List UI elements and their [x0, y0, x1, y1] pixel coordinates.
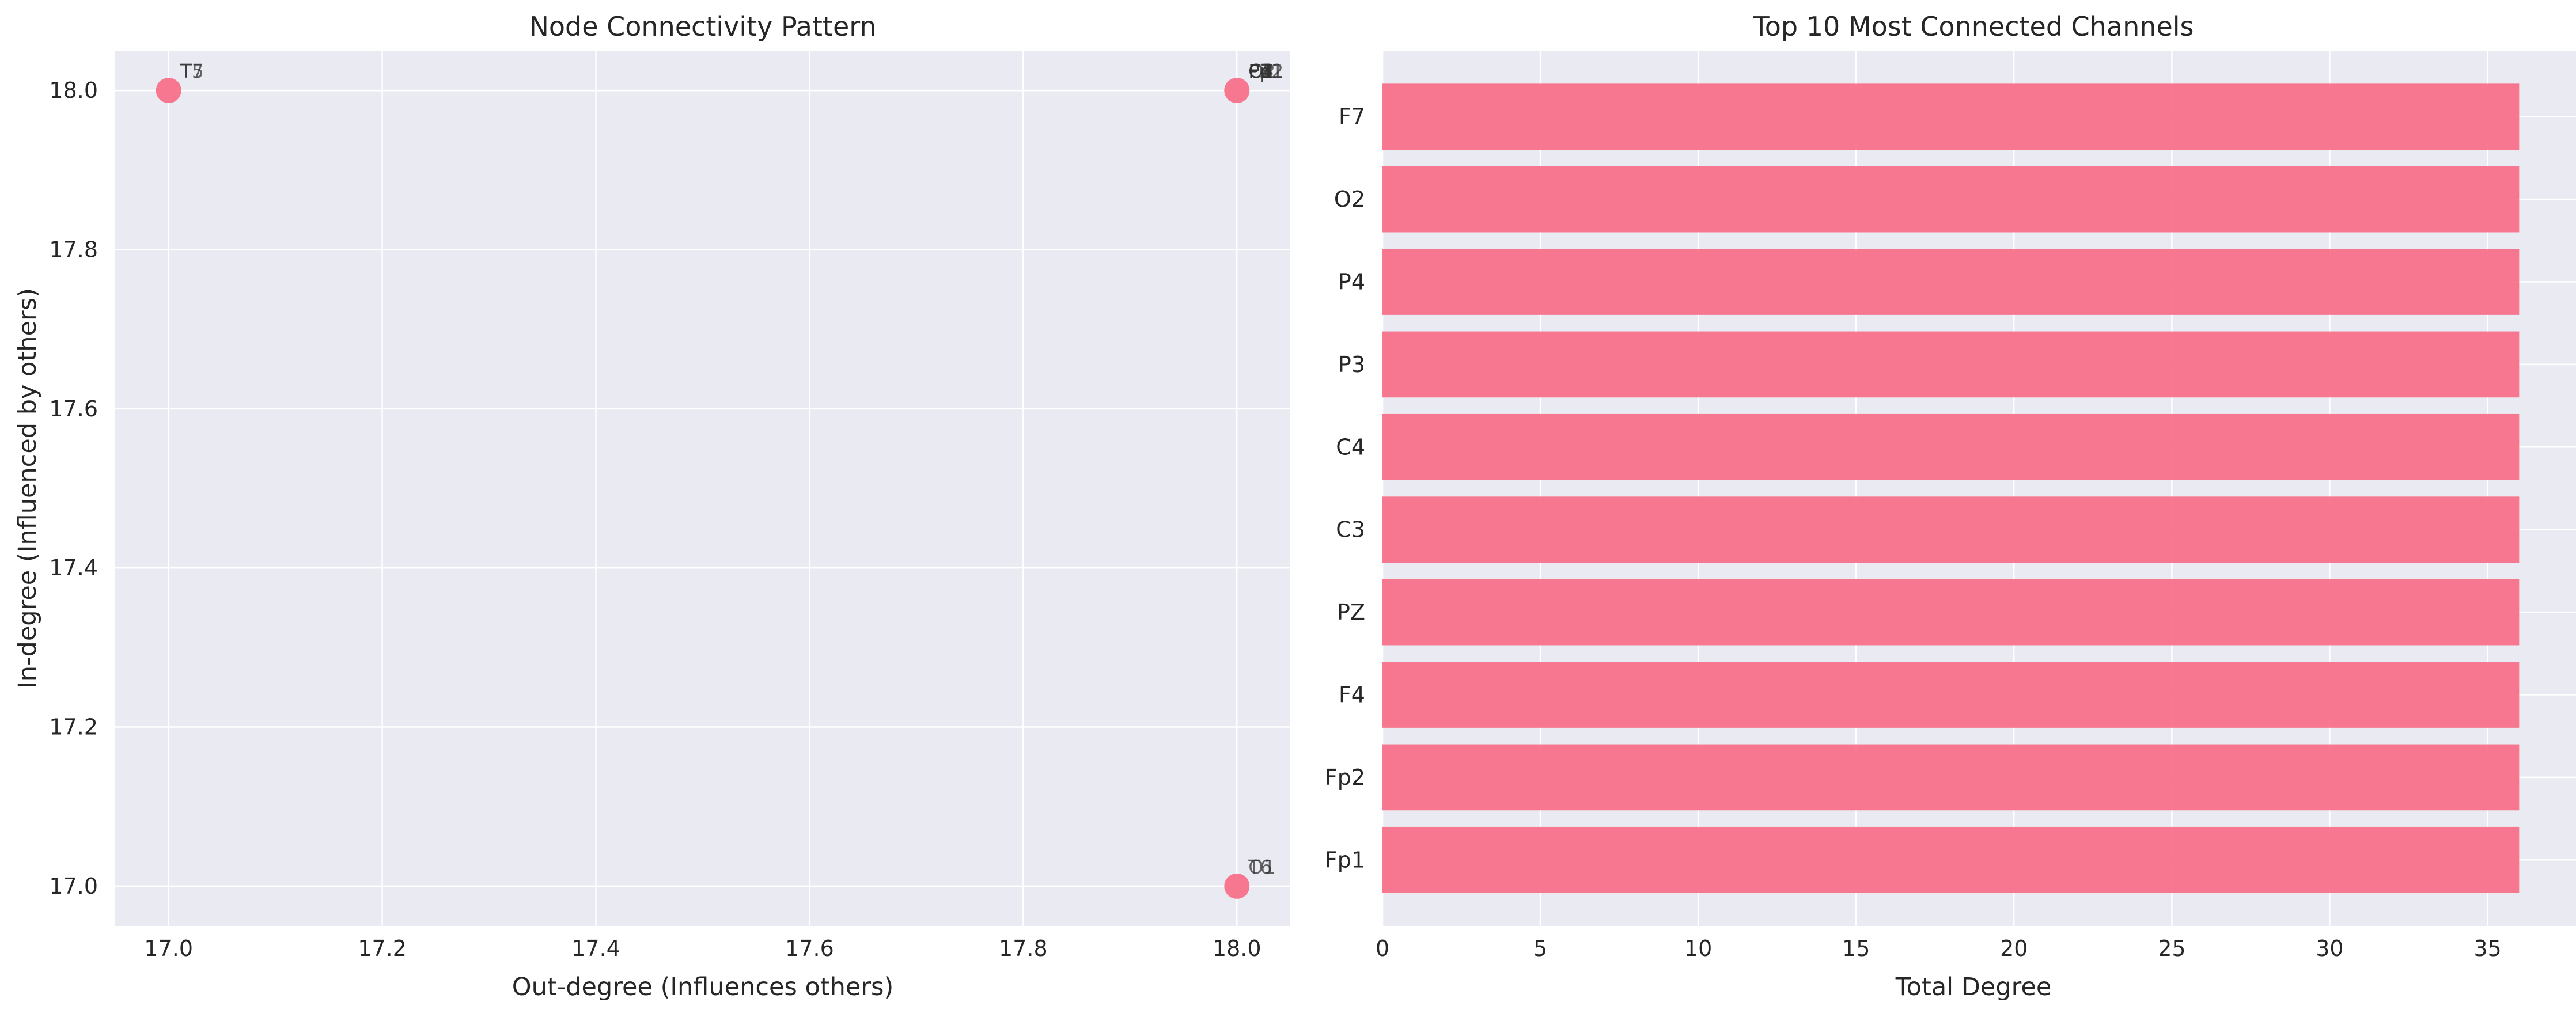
scatter-point-label: C4: [1248, 60, 1274, 82]
bar-category-label: Fp2: [1325, 765, 1365, 790]
bar-o2: [1382, 166, 2520, 233]
bar-fp2: [1382, 744, 2520, 811]
scatter-x-tick-label: 17.4: [571, 936, 620, 961]
scatter-point: [1224, 78, 1250, 104]
scatter-point-label: T5: [180, 60, 204, 82]
bar-marks: [1382, 83, 2520, 893]
bar-f4: [1382, 662, 2520, 728]
scatter-x-tick-label: 18.0: [1213, 936, 1262, 961]
scatter-point-label: P4: [1248, 60, 1272, 82]
scatter-y-tick-label: 17.2: [49, 715, 98, 740]
scatter-point-label: T6: [1248, 856, 1272, 878]
bar-category-label: C4: [1336, 434, 1365, 460]
bar-x-axis-label: Total Degree: [1895, 973, 2052, 1001]
bar-category-label: Fp1: [1325, 847, 1365, 872]
bar-category-label: F7: [1339, 104, 1365, 130]
scatter-point-label: O1: [1248, 856, 1275, 878]
scatter-point-label: Fp2: [1248, 60, 1283, 82]
bar-x-tick-label: 5: [1533, 936, 1547, 961]
scatter-x-tick-label: 17.0: [144, 936, 193, 961]
scatter-x-tick-label: 17.2: [358, 936, 407, 961]
bar-title: Top 10 Most Connected Channels: [1753, 11, 2194, 42]
bar-x-tick-label: 0: [1376, 936, 1389, 961]
scatter-point-label: PZ: [1248, 60, 1273, 82]
scatter-point-label: P3: [1248, 60, 1272, 82]
bar-pz: [1382, 579, 2520, 646]
bar-panel: 0 5 10 15 20 25 30 35 Fp1 Fp2 F4 PZ C3 C4 P3 P4 O2 F7 Top…: [1325, 11, 2576, 1001]
bar-category-label: PZ: [1337, 599, 1365, 625]
scatter-y-tick-label: 17.0: [49, 874, 98, 899]
scatter-x-tick-label: 17.8: [999, 936, 1048, 961]
bar-ticks: 0 5 10 15 20 25 30 35 Fp1 Fp2 F4 PZ C3 C4 P3 P4 O2 F7: [1325, 104, 2502, 961]
scatter-point-label: F4: [1248, 60, 1271, 82]
bar-x-tick-label: 30: [2316, 936, 2343, 961]
bar-c4: [1382, 413, 2520, 480]
scatter-y-axis-label: In-degree (Influenced by others): [13, 288, 42, 689]
bar-category-label: P4: [1338, 270, 1365, 295]
bar-c3: [1382, 496, 2520, 563]
bar-fp1: [1382, 826, 2520, 893]
bar-f7: [1382, 83, 2520, 150]
bar-p4: [1382, 249, 2520, 315]
scatter-point-label: Fp1: [1248, 60, 1283, 82]
scatter-point: [156, 78, 181, 104]
scatter-panel: 17.0 17.2 17.4 17.6 17.8 18.0 17.0 17.2 17.4 17.6…: [13, 11, 1290, 1001]
scatter-point-label: F7: [1248, 60, 1271, 82]
scatter-point-label: C3: [1248, 60, 1274, 82]
bar-category-label: C3: [1336, 517, 1365, 542]
scatter-point-label: O2: [1248, 60, 1275, 82]
scatter-grid: [115, 51, 1290, 926]
bar-category-label: P3: [1338, 352, 1365, 377]
bar-x-tick-label: 35: [2473, 936, 2501, 961]
bar-x-tick-label: 15: [1842, 936, 1870, 961]
scatter-y-tick-label: 17.8: [49, 237, 98, 262]
scatter-y-tick-label: 17.4: [49, 555, 98, 580]
scatter-ticks: 17.0 17.2 17.4 17.6 17.8 18.0 17.0 17.2 17.4 17.6…: [49, 78, 1261, 961]
bar-category-label: O2: [1334, 187, 1365, 212]
bar-x-tick-label: 20: [2000, 936, 2028, 961]
scatter-point-label: T7: [180, 60, 204, 82]
scatter-point: [1224, 873, 1250, 899]
scatter-y-tick-label: 18.0: [49, 78, 98, 103]
bar-p3: [1382, 331, 2520, 398]
scatter-plot-area: [115, 51, 1290, 926]
bar-x-tick-label: 10: [1684, 936, 1712, 961]
bar-category-label: F4: [1339, 682, 1365, 707]
scatter-x-tick-label: 17.6: [785, 936, 834, 961]
scatter-y-tick-label: 17.6: [49, 396, 98, 422]
scatter-title: Node Connectivity Pattern: [529, 11, 876, 42]
bar-x-tick-label: 25: [2158, 936, 2185, 961]
scatter-x-axis-label: Out-degree (Influences others): [512, 973, 894, 1001]
